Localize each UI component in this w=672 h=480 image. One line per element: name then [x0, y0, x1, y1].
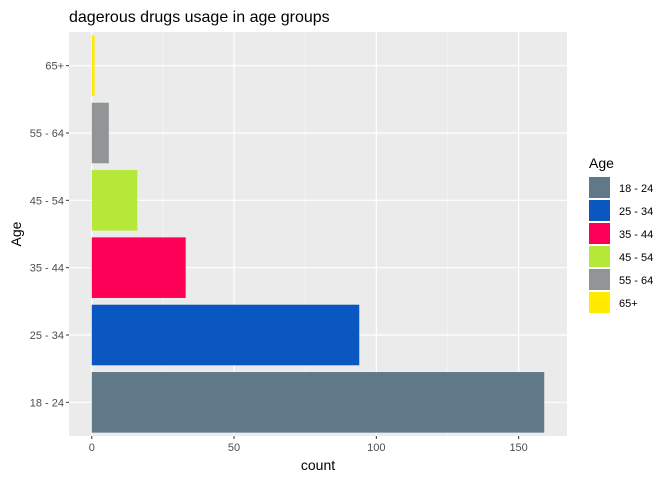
x-tick-label: 150 — [509, 442, 527, 454]
bar — [91, 372, 545, 433]
bar — [91, 304, 360, 366]
legend-label: 55 - 64 — [619, 275, 653, 287]
legend-title: Age — [589, 155, 614, 171]
bars — [91, 35, 545, 433]
legend-label: 45 - 54 — [619, 252, 653, 264]
legend-swatch — [589, 246, 610, 267]
y-tick-label: 35 - 44 — [30, 263, 64, 275]
legend-swatch — [589, 223, 610, 244]
legend-label: 65+ — [619, 298, 638, 310]
y-tick-label: 45 - 54 — [30, 195, 64, 207]
x-axis-ticks: 0 50 100 150 — [89, 436, 528, 454]
bar — [91, 237, 186, 298]
x-tick-label: 50 — [228, 442, 240, 454]
legend-swatch — [589, 269, 610, 290]
legend-label: 35 - 44 — [619, 229, 653, 241]
legend: Age 18 - 24 25 - 34 35 - 44 45 - 54 55 - 64 6… — [589, 155, 653, 313]
bar — [91, 35, 95, 96]
legend-label: 18 - 24 — [619, 183, 653, 195]
x-axis-title: count — [301, 457, 335, 473]
chart-title: dagerous drugs usage in age groups — [69, 9, 330, 26]
y-tick-label: 55 - 64 — [30, 128, 64, 140]
x-tick-label: 100 — [367, 442, 385, 454]
bar — [91, 170, 138, 231]
legend-swatch — [589, 177, 610, 198]
y-tick-label: 25 - 34 — [30, 330, 64, 342]
legend-swatch — [589, 292, 610, 313]
y-axis-ticks: 18 - 24 25 - 34 35 - 44 45 - 54 55 - 64 65+ — [30, 61, 69, 409]
y-tick-label: 18 - 24 — [30, 397, 64, 409]
x-tick-label: 0 — [89, 442, 95, 454]
legend-swatch — [589, 200, 610, 221]
plot-panel — [69, 32, 567, 436]
y-axis-title: Age — [8, 221, 24, 246]
y-tick-label: 65+ — [45, 61, 64, 73]
bar — [91, 102, 109, 164]
legend-label: 25 - 34 — [619, 206, 653, 218]
